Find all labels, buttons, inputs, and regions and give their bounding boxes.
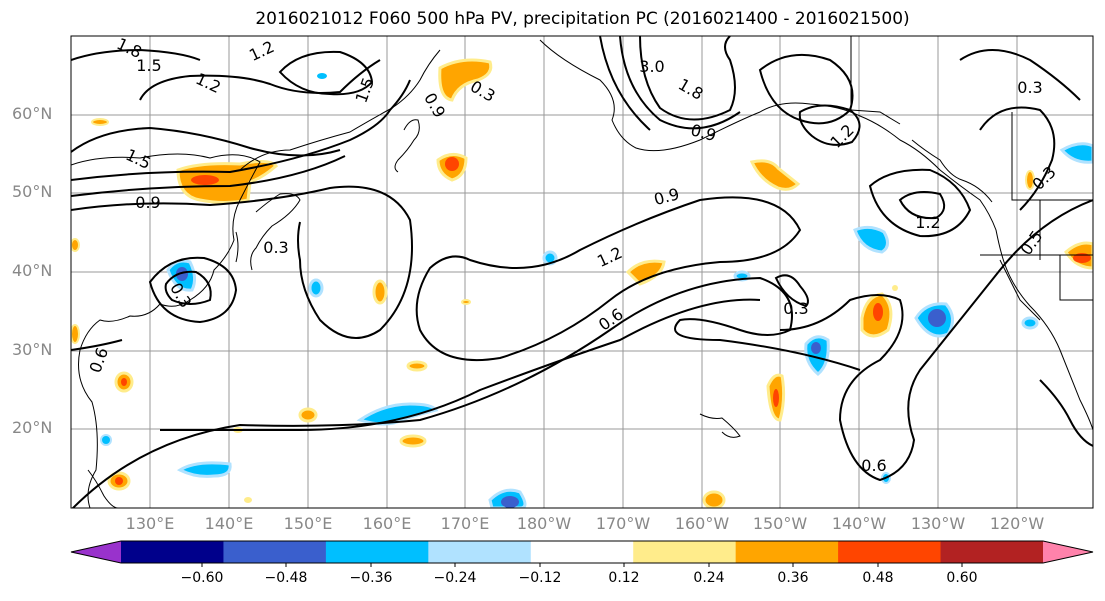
colorbar-tick-label: −0.48 (264, 570, 308, 586)
lon-label: 160°E (362, 514, 412, 533)
lon-label: 140°E (204, 514, 254, 533)
colorbar-tick-label: −0.24 (433, 570, 477, 586)
precip-positive (244, 497, 252, 503)
lon-label: 160°W (674, 514, 730, 533)
lon-label: 140°W (831, 514, 887, 533)
contour-label: 0.3 (263, 238, 288, 257)
lon-label: 150°W (752, 514, 808, 533)
precip-negative (1059, 142, 1093, 164)
lat-label: 20°N (12, 418, 53, 437)
precip-positive (191, 175, 219, 185)
precip-positive (298, 407, 318, 423)
lat-label: 40°N (12, 261, 53, 280)
colorbar-segment (325, 541, 429, 563)
precip-positive (461, 299, 471, 305)
precip-positive (121, 378, 127, 386)
contour-label: 1.5 (136, 56, 161, 75)
precip-positive (773, 389, 779, 407)
precip-negative (501, 496, 519, 508)
colorbar-segment (428, 541, 532, 563)
lat-label: 60°N (12, 104, 53, 123)
colorbar (70, 540, 1094, 564)
colorbar-segment (71, 541, 121, 563)
colorbar-outline (70, 540, 1094, 564)
borders (850, 36, 1093, 321)
colorbar-segment (530, 541, 634, 563)
colorbar-segment (633, 541, 737, 563)
colorbar-tick-label: −0.36 (349, 570, 393, 586)
contour-label: 3.0 (639, 57, 664, 76)
colorbar-segment (940, 541, 1044, 563)
lat-label: 50°N (12, 182, 53, 201)
colorbar-tick-label: −0.60 (180, 570, 224, 586)
lon-label: 150°E (283, 514, 333, 533)
map-title: 2016021012 F060 500 hPa PV, precipitatio… (255, 9, 910, 29)
precip-negative (317, 73, 327, 79)
colorbar-tick-label: −0.12 (518, 570, 562, 586)
colorbar-tick-label: 0.24 (693, 570, 725, 586)
lon-label: 170°E (440, 514, 490, 533)
colorbar-segment (121, 541, 224, 563)
precip-positive (372, 279, 388, 305)
colorbar-segment (223, 541, 327, 563)
colorbar-tick-label: 0.48 (862, 570, 894, 586)
contour-label: 1.2 (915, 213, 940, 232)
lon-label: 120°W (989, 514, 1045, 533)
precip-negative (308, 278, 324, 298)
precip-negative (176, 267, 188, 281)
precip-negative (176, 461, 232, 478)
colorbar-segment (1043, 541, 1093, 563)
lon-label: 130°W (910, 514, 966, 533)
precip-positive (749, 159, 801, 191)
precip-negative (928, 309, 946, 327)
precip-positive (625, 259, 666, 286)
contour-label: 0.3 (1017, 78, 1042, 97)
precip-positive (91, 118, 109, 126)
colorbar-segment (735, 541, 839, 563)
colorbar-ticks (201, 563, 963, 567)
precip-positive (399, 434, 427, 448)
precip-positive (873, 303, 883, 321)
precip-positive (438, 58, 493, 102)
colorbar-segment (838, 541, 942, 563)
precip-positive (702, 490, 726, 508)
precip-positive (892, 285, 898, 291)
precip-positive (115, 477, 123, 485)
precip-negative (811, 342, 821, 354)
lat-label: 30°N (12, 340, 53, 359)
colorbar-tick-label: 0.36 (777, 570, 809, 586)
precip-positive (71, 324, 80, 344)
pv-contours (71, 36, 1093, 508)
colorbar-tick-label: 0.60 (946, 570, 978, 586)
precip-positive (445, 157, 459, 171)
lon-label: 180°W (516, 514, 572, 533)
contour-label: 0.3 (783, 299, 808, 318)
precip-negative (853, 225, 889, 254)
precip-positive (71, 238, 80, 252)
contour-label: 0.9 (135, 193, 160, 212)
colorbar-tick-label: 0.12 (608, 570, 640, 586)
precip-negative (1021, 316, 1039, 330)
map-frame-border (70, 35, 1094, 509)
contour-label: 0.6 (861, 456, 886, 475)
precip-positive (1025, 170, 1035, 190)
lon-label: 170°W (595, 514, 651, 533)
precip-negative (100, 434, 112, 446)
lon-label: 130°E (125, 514, 175, 533)
coastlines (71, 39, 1093, 508)
precip-positive (406, 360, 428, 372)
